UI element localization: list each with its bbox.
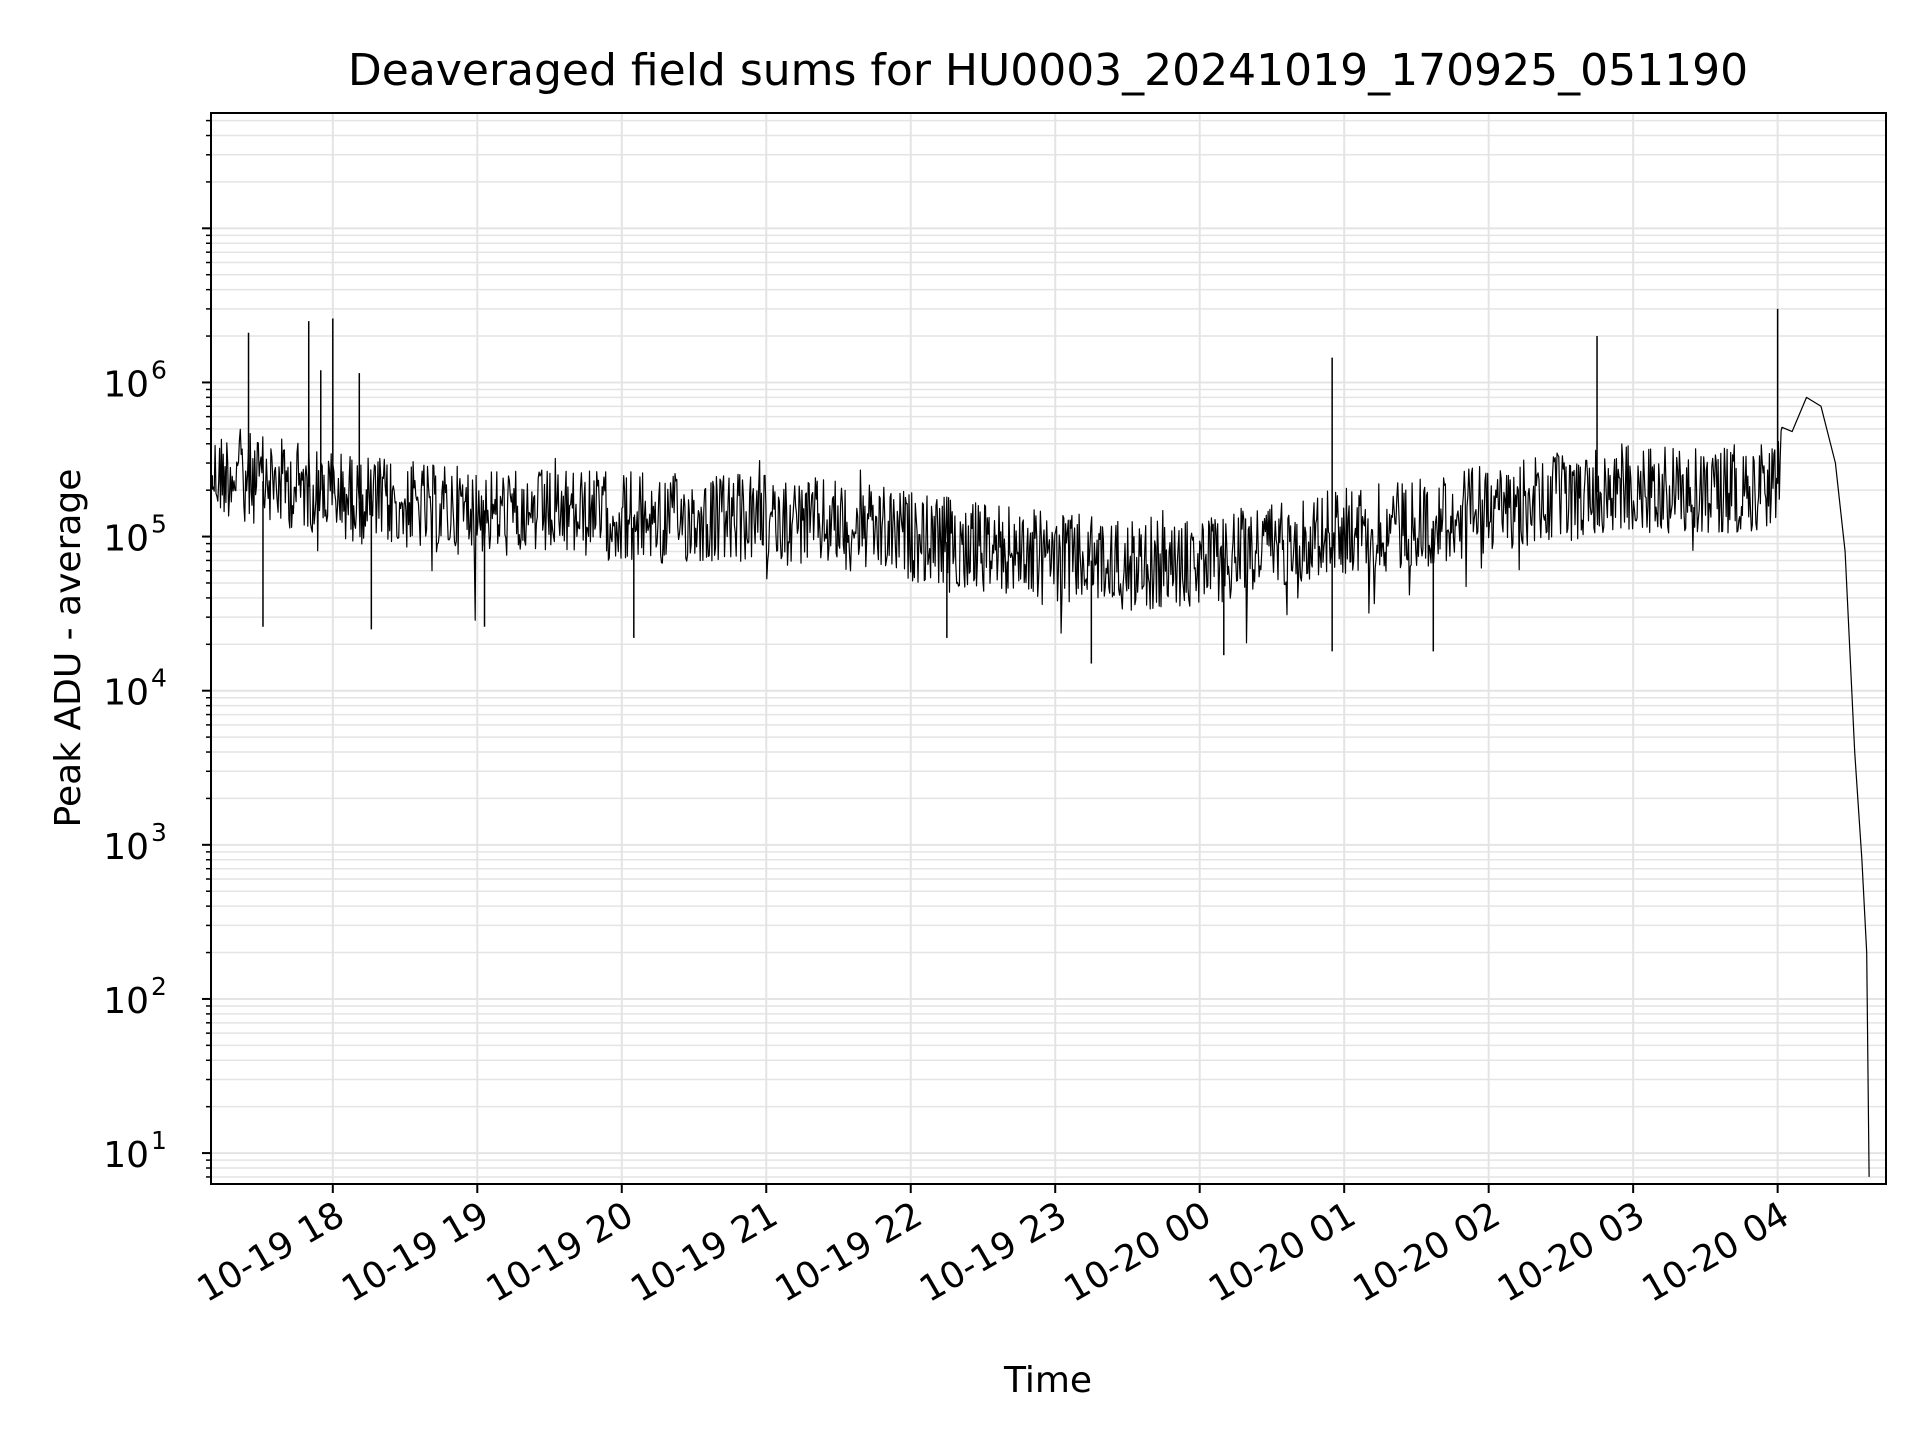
y-tick-label: 10 [103,364,149,405]
chart-title: Deaveraged field sums for HU0003_2024101… [348,45,1748,96]
series-layer [211,308,1870,1177]
y-tick-exponent: 4 [151,664,167,693]
y-tick-label: 10 [103,673,149,714]
y-tick-exponent: 2 [151,972,167,1001]
y-axis-label: Peak ADU - average [48,469,89,828]
plot-frame [210,112,1887,1185]
y-tick-label: 10 [103,981,149,1022]
y-tick-label: 10 [103,1135,149,1176]
y-tick-exponent: 1 [151,1126,167,1155]
y-tick-label: 10 [103,827,149,868]
y-tick-exponent: 3 [151,818,167,847]
x-axis-label: Time [1003,1360,1092,1401]
grid-layer [211,113,1886,1184]
series-line [211,396,1870,1177]
y-tick-exponent: 5 [151,510,167,539]
y-tick-exponent: 6 [151,355,167,384]
y-tick-label: 10 [103,519,149,560]
